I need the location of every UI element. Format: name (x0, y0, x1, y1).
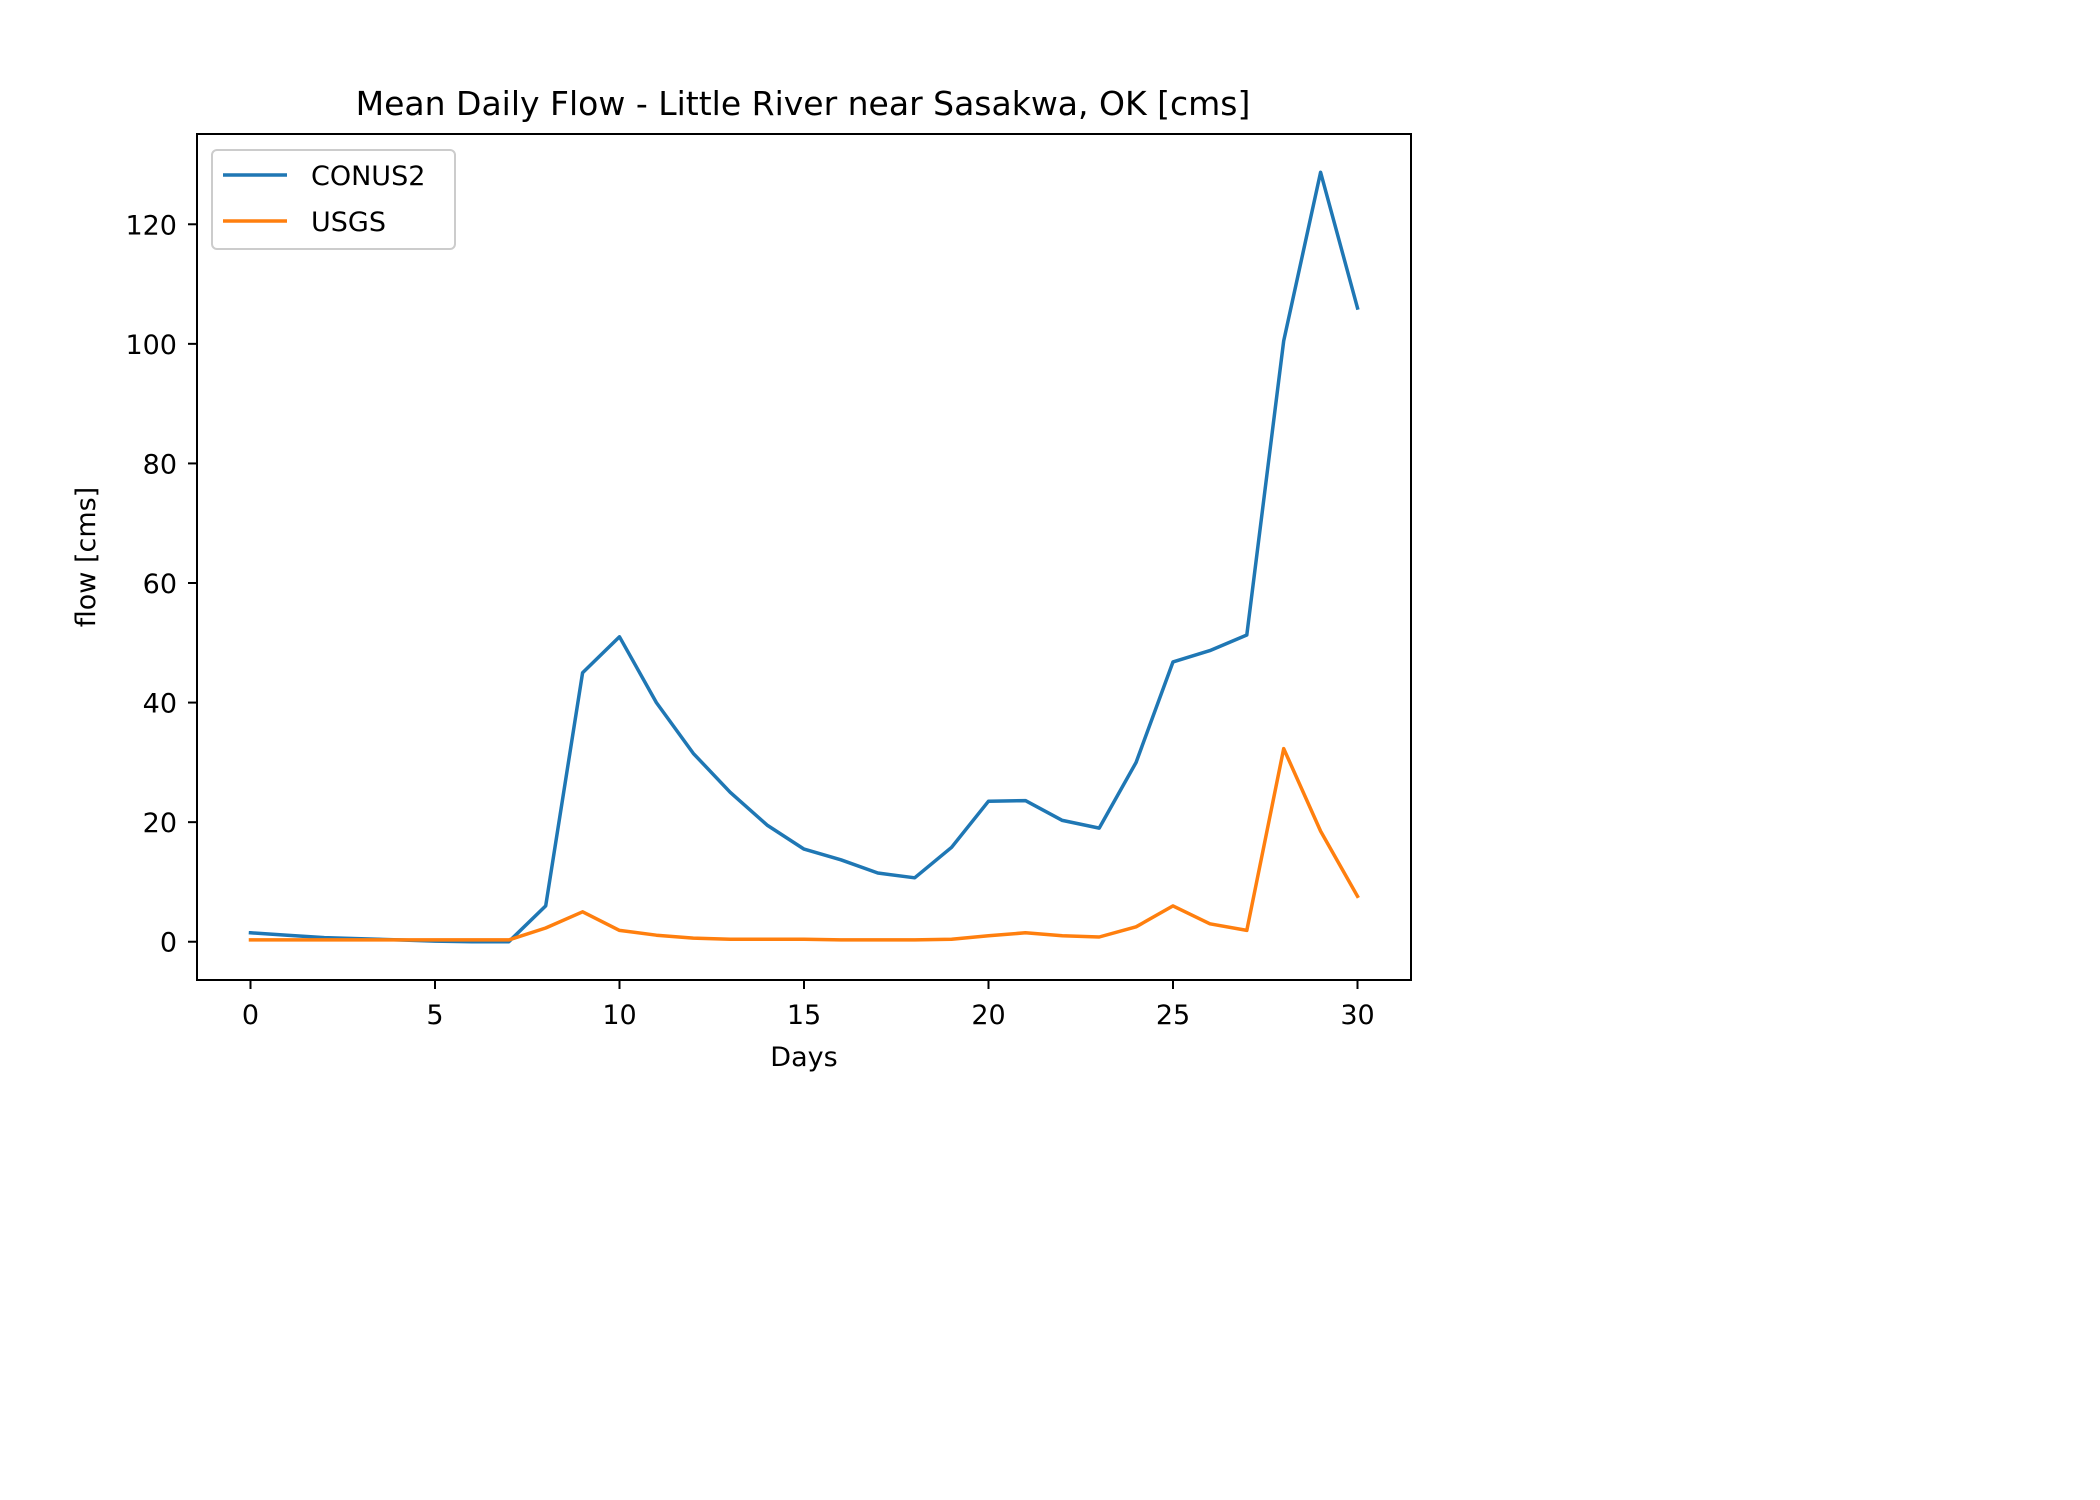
x-tick-label: 30 (1340, 1000, 1374, 1031)
series-line-usgs (248, 746, 1360, 942)
series-line-conus2 (248, 170, 1360, 944)
ticks-layer: 0 5 10 15 20 25 30 0 20 40 60 80 100 120 (125, 210, 1374, 1031)
line-chart: Mean Daily Flow - Little River near Sasa… (71, 84, 1412, 1073)
chart-title: Mean Daily Flow - Little River near Sasa… (356, 84, 1251, 123)
legend-label-conus2: CONUS2 (311, 161, 425, 192)
y-tick-label: 60 (143, 569, 177, 600)
x-tick-label: 25 (1156, 1000, 1190, 1031)
plot-frame (196, 133, 1412, 981)
x-tick-label: 20 (971, 1000, 1005, 1031)
x-tick-label: 0 (242, 1000, 259, 1031)
x-tick-label: 10 (602, 1000, 636, 1031)
x-tick-label: 15 (787, 1000, 821, 1031)
y-tick-label: 40 (143, 689, 177, 720)
y-axis-label: flow [cms] (71, 487, 102, 627)
chart-canvas: Mean Daily Flow - Little River near Sasa… (71, 84, 1412, 1073)
y-tick-label: 0 (160, 928, 177, 959)
y-tick-label: 20 (143, 808, 177, 839)
y-tick-label: 80 (143, 449, 177, 480)
x-tick-label: 5 (426, 1000, 443, 1031)
series-layer (248, 170, 1360, 944)
legend-label-usgs: USGS (311, 207, 386, 238)
y-tick-label: 120 (125, 210, 177, 241)
x-axis-label: Days (770, 1042, 837, 1073)
legend: CONUS2 USGS (211, 149, 456, 250)
y-tick-label: 100 (125, 330, 177, 361)
